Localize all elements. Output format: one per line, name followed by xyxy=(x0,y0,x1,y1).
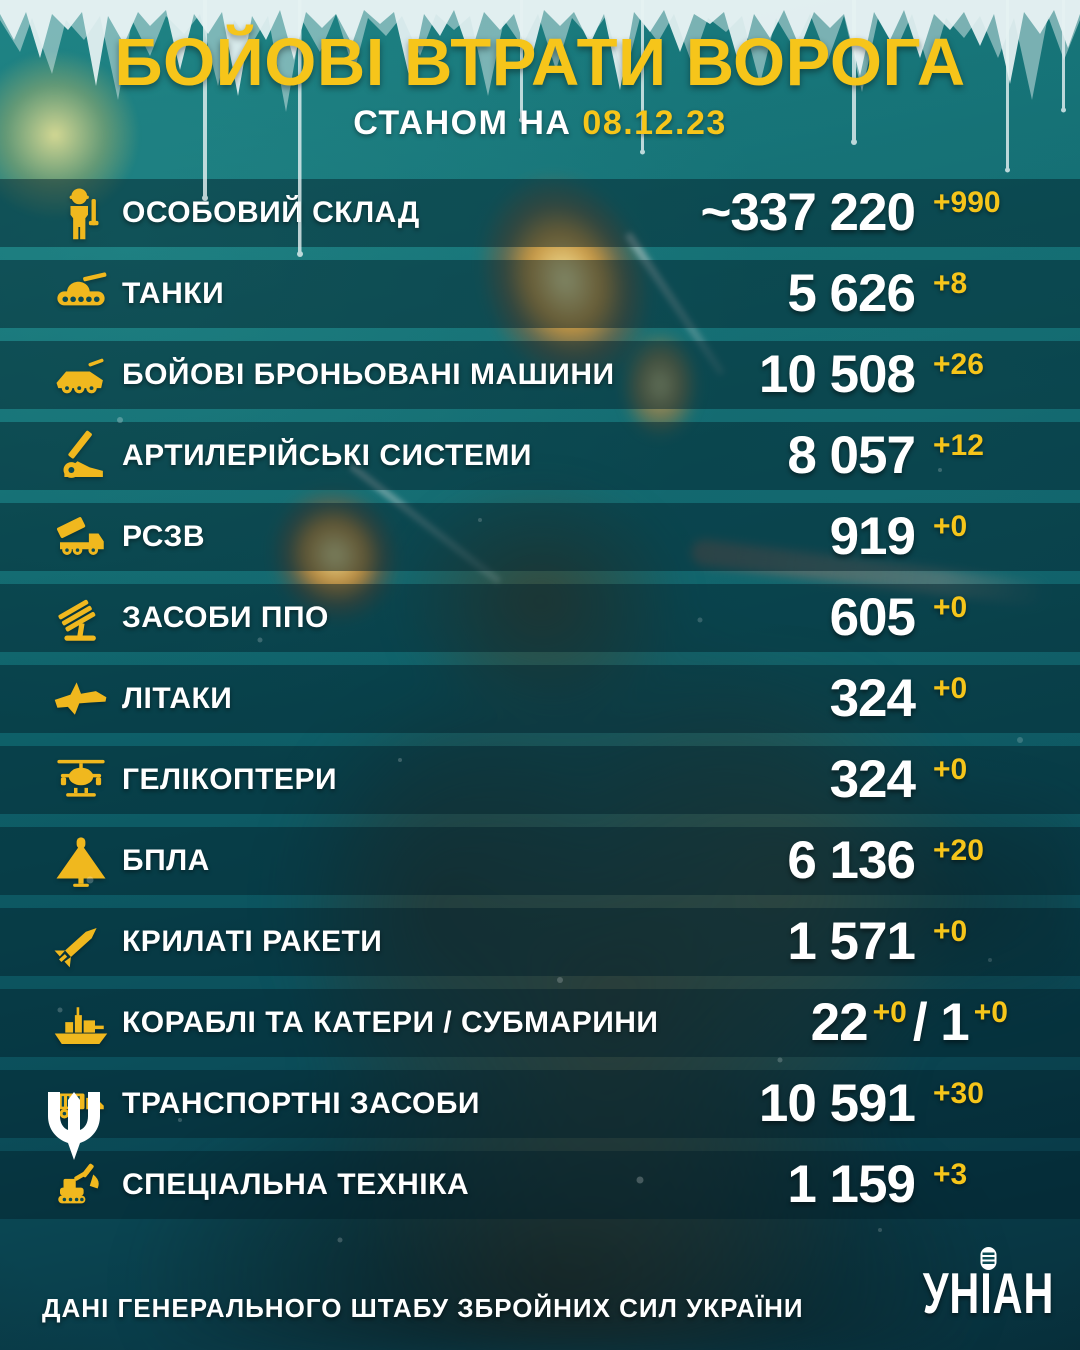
stat-row: БПЛА 6 136 +20 xyxy=(0,827,1080,895)
header: БОЙОВІ ВТРАТИ ВОРОГА СТАНОМ НА 08.12.23 xyxy=(0,0,1080,143)
excavator-icon xyxy=(52,1157,110,1213)
stat-delta: +0 xyxy=(872,996,907,1029)
stat-value: 919 xyxy=(829,507,916,566)
stat-row: ГЕЛІКОПТЕРИ 324 +0 xyxy=(0,746,1080,814)
stat-value-group: 324 +0 xyxy=(830,665,1080,733)
stat-value-secondary: / 1 xyxy=(912,993,970,1052)
stat-delta: +0 xyxy=(933,915,968,948)
report-date: 08.12.23 xyxy=(582,104,727,143)
stat-delta: +0 xyxy=(933,672,968,705)
stat-delta-secondary: +0 xyxy=(973,996,1008,1029)
stat-value: 324 xyxy=(829,750,916,809)
subtitle: СТАНОМ НА 08.12.23 xyxy=(0,104,1080,143)
stat-value: 1 571 xyxy=(787,912,916,971)
stat-label: ЗАСОБИ ППО xyxy=(122,601,329,634)
footer: ДАНІ ГЕНЕРАЛЬНОГО ШТАБУ ЗБРОЙНИХ СИЛ УКР… xyxy=(0,1092,1080,1350)
stats-list: ОСОБОВИЙ СКЛАД ~337 220 +990 ТАНКИ 5 626 +… xyxy=(0,179,1080,1232)
stat-delta: +8 xyxy=(933,267,968,300)
jet-icon xyxy=(52,671,110,727)
stat-value: 8 057 xyxy=(787,426,916,485)
mlrs-icon xyxy=(52,509,110,565)
stat-row: ЛІТАКИ 324 +0 xyxy=(0,665,1080,733)
stat-value: 324 xyxy=(829,669,916,728)
stat-row: ЗАСОБИ ППО 605 +0 xyxy=(0,584,1080,652)
stat-row: СПЕЦІАЛЬНА ТЕХНІКА 1 159 +3 xyxy=(0,1151,1080,1219)
stat-label: КРИЛАТІ РАКЕТИ xyxy=(122,925,383,958)
stat-delta: +20 xyxy=(933,834,984,867)
stat-label: ТРАНСПОРТНІ ЗАСОБИ xyxy=(122,1087,480,1120)
stat-value: 10 508 xyxy=(758,345,916,404)
unian-logo: УНІАН xyxy=(917,1247,1060,1322)
stat-delta: +0 xyxy=(933,753,968,786)
stat-value-group: 10 508 +26 xyxy=(759,341,1080,409)
stat-label: ТАНКИ xyxy=(122,277,225,310)
stat-value: 1 159 xyxy=(787,1155,916,1214)
stat-row: ТАНКИ 5 626 +8 xyxy=(0,260,1080,328)
page-title: БОЙОВІ ВТРАТИ ВОРОГА xyxy=(114,25,966,100)
subtitle-prefix: СТАНОМ НА xyxy=(353,104,583,143)
stat-row: ОСОБОВИЙ СКЛАД ~337 220 +990 xyxy=(0,179,1080,247)
stat-label: СПЕЦІАЛЬНА ТЕХНІКА xyxy=(122,1168,470,1201)
stat-delta: +0 xyxy=(933,591,968,624)
trident-icon xyxy=(48,1092,100,1160)
stat-value-group: 5 626 +8 xyxy=(787,260,1080,328)
stat-row: ТРАНСПОРТНІ ЗАСОБИ 10 591 +30 xyxy=(0,1070,1080,1138)
air-defense-icon xyxy=(52,590,110,646)
stat-value: ~337 220 xyxy=(700,183,916,242)
stat-row: АРТИЛЕРІЙСЬКІ СИСТЕМИ 8 057 +12 xyxy=(0,422,1080,490)
stat-label: ГЕЛІКОПТЕРИ xyxy=(122,763,338,796)
cruise-missile-icon xyxy=(52,914,110,970)
stat-delta: +0 xyxy=(933,510,968,543)
stat-value: 10 591 xyxy=(758,1074,916,1133)
stat-value-group: ~337 220 +990 xyxy=(700,179,1080,247)
stat-value: 605 xyxy=(829,588,916,647)
stat-row: БОЙОВІ БРОНЬОВАНІ МАШИНИ 10 508 +26 xyxy=(0,341,1080,409)
drone-icon xyxy=(52,833,110,889)
stat-value-group: 1 571 +0 xyxy=(787,908,1080,976)
apc-icon xyxy=(52,347,110,403)
stat-delta: +990 xyxy=(933,186,1001,219)
stat-value-group: 919 +0 xyxy=(830,503,1080,571)
stat-row: РСЗВ 919 +0 xyxy=(0,503,1080,571)
stat-value: 6 136 xyxy=(787,831,916,890)
stat-value-group: 8 057 +12 xyxy=(787,422,1080,490)
stat-delta: +3 xyxy=(933,1158,968,1191)
stat-value: 5 626 xyxy=(787,264,916,323)
stat-label: ЛІТАКИ xyxy=(122,682,233,715)
stat-label: ОСОБОВИЙ СКЛАД xyxy=(122,196,420,229)
tank-icon xyxy=(52,266,110,322)
stat-value-group: 22 +0/ 1 +0 xyxy=(811,989,1014,1057)
stat-value: 22 xyxy=(810,993,869,1052)
stat-row: КОРАБЛІ ТА КАТЕРИ / СУБМАРИНИ 22 +0/ 1 +0 xyxy=(0,989,1080,1057)
stat-label: БПЛА xyxy=(122,844,210,877)
stat-delta: +30 xyxy=(933,1077,984,1110)
stat-value-group: 324 +0 xyxy=(830,746,1080,814)
stat-label: РСЗВ xyxy=(122,520,205,553)
stat-label: БОЙОВІ БРОНЬОВАНІ МАШИНИ xyxy=(122,358,615,391)
data-source-note: ДАНІ ГЕНЕРАЛЬНОГО ШТАБУ ЗБРОЙНИХ СИЛ УКР… xyxy=(42,1293,804,1323)
stat-delta: +12 xyxy=(933,429,984,462)
stat-row: КРИЛАТІ РАКЕТИ 1 571 +0 xyxy=(0,908,1080,976)
helicopter-icon xyxy=(52,752,110,808)
artillery-icon xyxy=(52,428,110,484)
stat-value-group: 1 159 +3 xyxy=(787,1151,1080,1219)
warship-icon xyxy=(52,995,110,1051)
unian-logo-text: УНІАН xyxy=(922,1260,1055,1327)
stat-value-group: 6 136 +20 xyxy=(787,827,1080,895)
soldier-icon xyxy=(52,185,110,241)
stat-value-group: 10 591 +30 xyxy=(759,1070,1080,1138)
stat-delta: +26 xyxy=(933,348,984,381)
stat-label: АРТИЛЕРІЙСЬКІ СИСТЕМИ xyxy=(122,439,532,472)
stat-value-group: 605 +0 xyxy=(830,584,1080,652)
stat-label: КОРАБЛІ ТА КАТЕРИ / СУБМАРИНИ xyxy=(122,1006,659,1039)
